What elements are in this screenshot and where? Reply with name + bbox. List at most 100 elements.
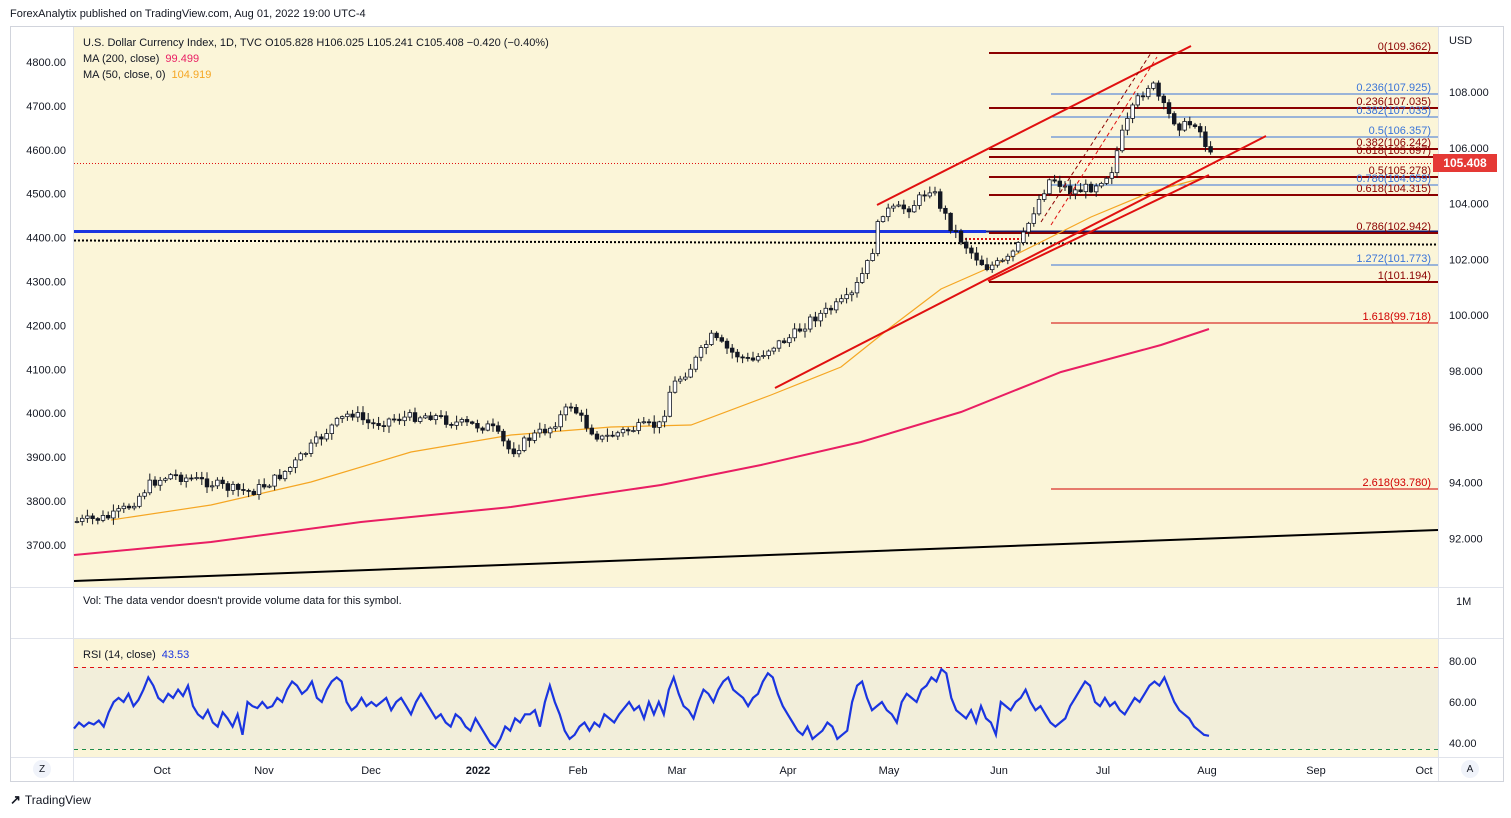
candle-body [116,508,121,512]
candle-body [995,260,1000,266]
candle-body [490,423,496,427]
zoom-button[interactable]: Z [33,760,51,778]
candle-body [241,489,246,491]
long-term-trendline [73,529,1439,582]
candle-body [485,423,490,431]
candle-body [735,351,740,358]
chart-canvas[interactable]: 4800.00 4700.00 4600.00 4500.00 4400.00 4300.… [11,27,1503,781]
candle-body [870,253,875,261]
candle-body [506,440,511,450]
candle-body [90,515,95,519]
candle-body [220,479,225,485]
candle-body [641,421,646,424]
volume-axis-label: 1M [1456,596,1471,608]
candle-body [802,328,808,332]
candle-body [761,355,766,357]
candle-body [844,294,849,300]
candle-body [652,421,657,428]
right-price-axis[interactable]: 108.000 106.000 104.000 102.000 100.000 98.00… [1449,87,1489,545]
candle-body [246,490,251,492]
candle-body [1114,150,1120,174]
rsi-legend[interactable]: RSI (14, close) 43.53 [83,649,189,661]
candle-body [168,474,173,480]
candle-body [693,356,698,370]
candle-body [782,340,787,344]
chart-container[interactable]: 4800.00 4700.00 4600.00 4500.00 4400.00 4300.… [10,26,1504,782]
time-axis-label: Mar [668,765,687,777]
candle-body [298,453,303,461]
candle-body [672,380,678,393]
candle-body [584,414,589,429]
candle-body [724,340,730,349]
rsi-legend-value: 43.53 [161,649,190,661]
candle-body [376,423,381,426]
candle-body [657,421,662,428]
ma50-legend[interactable]: MA (50, close, 0) 104.919 [83,69,211,81]
left-price-axis[interactable]: 4800.00 4700.00 4600.00 4500.00 4400.00 4300.… [26,57,66,552]
candle-body [391,418,397,421]
candle-body [272,474,277,487]
ma200-legend-value: 99.499 [165,53,200,65]
candle-body [563,406,568,416]
fib-level-label: 0.786(104.659) [1356,173,1431,185]
rsi-legend-label: RSI (14, close) [83,649,156,661]
ma200-legend[interactable]: MA (200, close) 99.499 [83,53,199,65]
fib-anchor-line [1040,52,1152,223]
candle-body [261,484,267,488]
candle-body [553,426,558,429]
left-axis-tick: 3700.00 [26,540,66,552]
time-axis-label: Aug [1197,765,1217,777]
candle-body [662,415,667,423]
candle-body [132,505,137,509]
candle-body [594,433,600,440]
candle-body [756,356,761,361]
candle-body [287,467,293,472]
volume-note: Vol: The data vendor doesn't provide vol… [83,595,402,607]
fib-level-label: 1.618(99.718) [1363,311,1432,323]
candle-body [787,337,792,344]
candle-body [704,344,709,348]
candle-body [834,301,839,311]
candle-body [636,422,641,431]
right-axis-tick: 104.000 [1449,199,1489,211]
candle-body [267,485,272,488]
time-axis[interactable]: Oct Nov Dec 2022 Feb Mar Apr May Jun Jul Aug Sep Oct [153,765,1432,777]
time-axis-label: Apr [779,765,796,777]
candle-body [469,421,475,424]
candle-body [1021,231,1026,243]
candle-body [293,459,298,468]
candle-body [1005,255,1010,261]
candle-body [1182,121,1187,131]
fib-level-label: 0.382(107.035) [1356,105,1431,117]
candle-body [100,515,106,521]
candle-body [1135,95,1140,106]
fib-level-label: 0.618(104.315) [1356,183,1431,195]
time-axis-label: Nov [254,765,274,777]
rsi-axis[interactable]: 80.00 60.00 40.00 [1449,656,1477,750]
candle-body [1140,95,1146,98]
candle-body [365,419,371,424]
ma200-legend-label: MA (200, close) [83,53,160,65]
left-axis-tick: 4500.00 [26,189,66,201]
symbol-legend[interactable]: U.S. Dollar Currency Index, 1D, TVC O105… [83,37,549,49]
candle-body [688,368,693,378]
candle-body [142,492,147,497]
candle-body [932,191,938,194]
candle-body [1166,102,1172,114]
candle-body [813,316,818,322]
candle-body [974,252,979,261]
candle-body [1026,222,1031,233]
candle-body [1057,180,1062,187]
left-axis-tick: 4100.00 [26,364,66,376]
candle-body [714,332,719,339]
candle-body [355,412,360,418]
rsi-axis-tick: 40.00 [1449,738,1477,750]
fib-anchor-line-2 [1050,56,1158,226]
auto-scale-button[interactable]: A [1461,760,1479,778]
candle-body [969,247,974,254]
ma50-legend-label: MA (50, close, 0) [83,69,166,81]
candle-body [1161,95,1166,104]
left-axis-tick: 3800.00 [26,496,66,508]
fib-level-label: 0.5(106.357) [1369,125,1431,137]
candle-body [381,425,386,427]
